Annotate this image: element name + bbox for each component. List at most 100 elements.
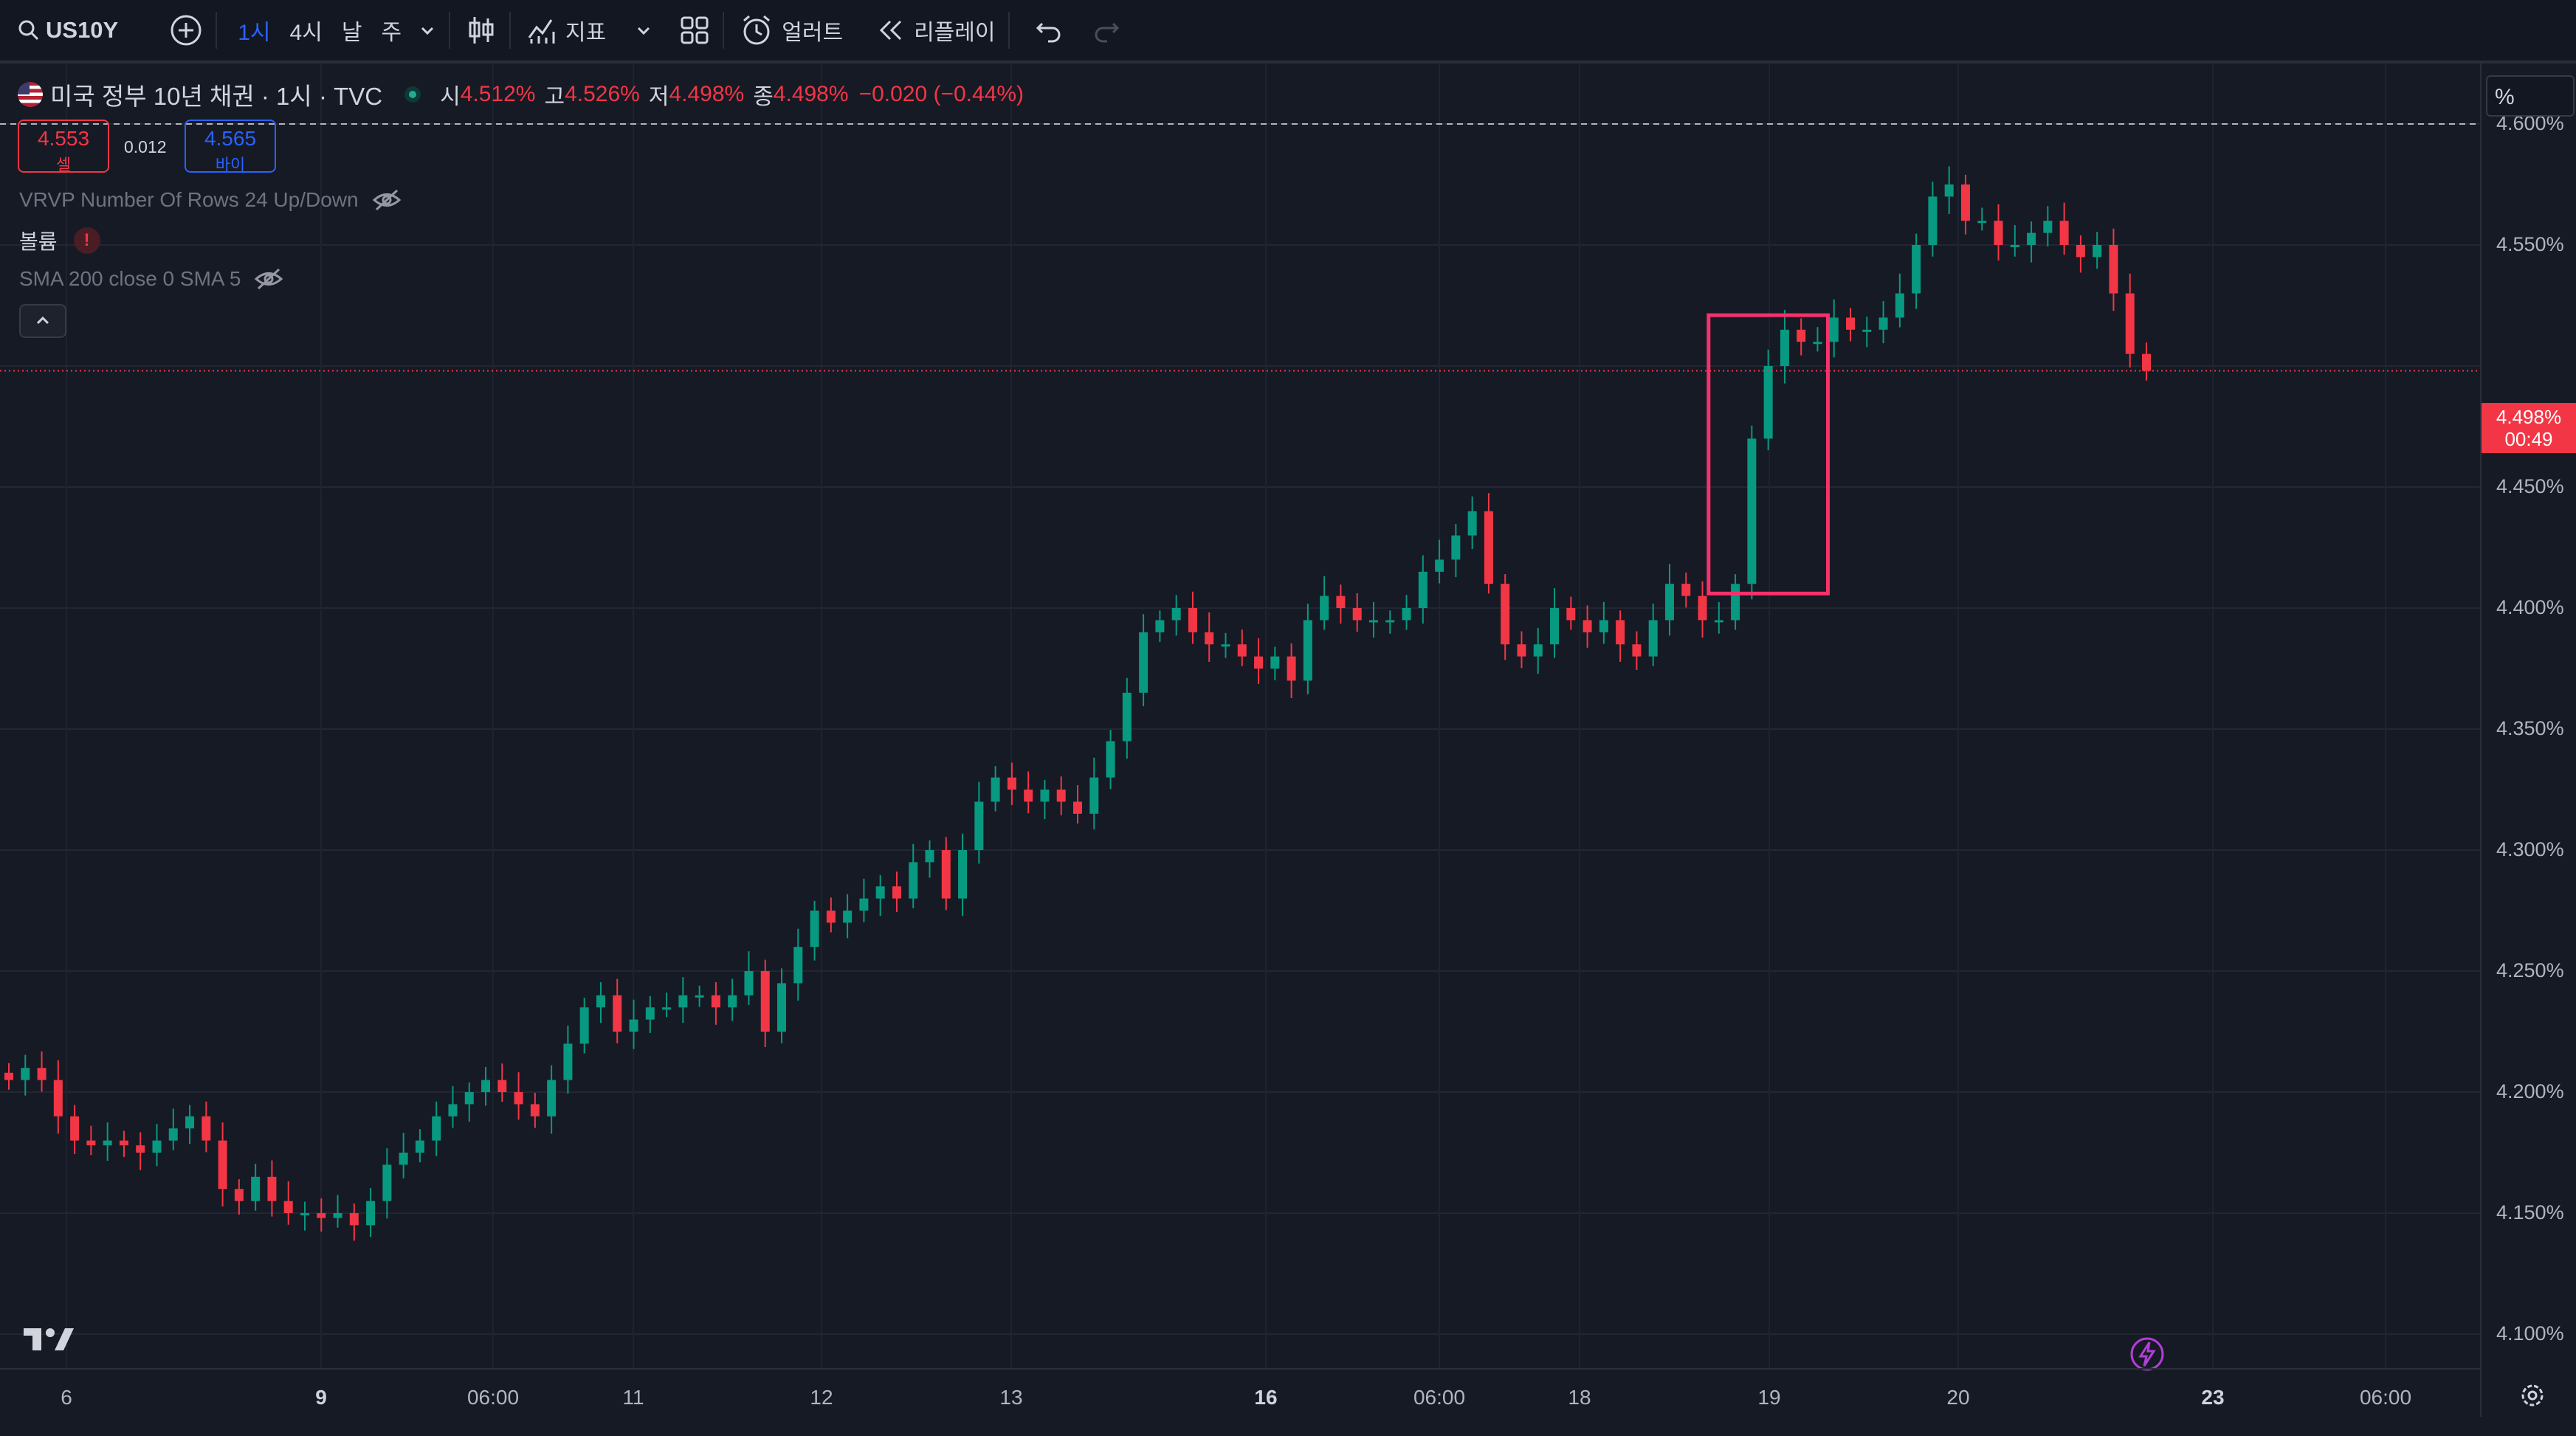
tradingview-logo-icon — [24, 1328, 74, 1350]
indicators-dropdown[interactable] — [636, 0, 652, 61]
chart-pane[interactable] — [0, 63, 2480, 1417]
candle-body — [1205, 632, 1214, 645]
replay-button[interactable]: 리플레이 — [877, 0, 995, 61]
collapse-legend-button[interactable] — [19, 304, 66, 338]
open-value: 4.512% — [460, 82, 536, 106]
candle-body — [1829, 317, 1839, 342]
buy-label: 바이 — [215, 156, 246, 174]
undo-button[interactable] — [1035, 0, 1063, 61]
highlight-rectangle[interactable] — [1707, 313, 1830, 596]
candle-body — [168, 1128, 178, 1141]
candle-body — [1287, 656, 1296, 681]
candle-body — [1747, 438, 1757, 584]
candle-body — [1912, 245, 1921, 294]
candle-body — [21, 1068, 30, 1080]
candle-body — [744, 971, 754, 995]
interval-dropdown[interactable] — [419, 0, 435, 61]
tradingview-logo[interactable] — [22, 1325, 75, 1359]
toolbar-divider — [216, 12, 218, 49]
time-axis[interactable] — [0, 1368, 2480, 1436]
redo-button[interactable] — [1092, 0, 1120, 61]
candle-body — [349, 1213, 359, 1226]
candle-body — [1402, 608, 1411, 621]
eye-hidden-icon[interactable] — [372, 189, 402, 211]
add-circle-icon — [171, 15, 202, 46]
candle-body — [1994, 221, 2003, 245]
alert-button[interactable]: 얼러트 — [740, 0, 843, 61]
layouts-button[interactable] — [680, 0, 709, 61]
candle-body — [875, 886, 885, 899]
candle-body — [1188, 608, 1197, 632]
candle-body — [1664, 584, 1674, 621]
candle-body — [1336, 596, 1346, 608]
candle-body — [1944, 184, 1954, 197]
high-label: 고 — [544, 85, 565, 109]
candle-body — [1714, 620, 1723, 623]
chevron-down-icon — [638, 27, 650, 35]
rewind-icon — [879, 20, 902, 41]
lightning-button[interactable] — [2129, 1336, 2166, 1376]
candle-body — [1451, 535, 1461, 560]
sell-price: 4.553 — [37, 127, 90, 150]
chart-settings-button[interactable] — [2517, 1380, 2548, 1415]
candle-body — [1616, 620, 1625, 645]
time-tick-label: 13 — [999, 1386, 1023, 1409]
candle-body — [481, 1080, 491, 1092]
candle-body — [909, 862, 918, 899]
buy-price: 4.565 — [204, 127, 257, 150]
alert-label: 얼러트 — [782, 21, 844, 45]
symbol-title[interactable]: 미국 정부 10년 채권 · 1시 · TVC — [50, 83, 383, 110]
candle-body — [514, 1092, 523, 1105]
candle-body — [202, 1116, 211, 1141]
spread-value: 0.012 — [124, 137, 167, 156]
candle-body — [2076, 245, 2085, 258]
time-tick-label: 9 — [315, 1386, 327, 1409]
indicators-button[interactable]: 지표 — [527, 0, 606, 61]
toolbar-divider — [509, 12, 512, 49]
interval-week[interactable]: 주 — [381, 0, 402, 61]
candle-body — [1237, 644, 1247, 657]
price-tick-label: 4.550% — [2496, 233, 2564, 255]
eye-hidden-icon[interactable] — [254, 268, 283, 290]
price-tick-label: 4.350% — [2496, 717, 2564, 739]
error-icon[interactable]: ! — [73, 227, 100, 254]
indicator-volume[interactable]: 볼륨 ! — [19, 226, 100, 255]
time-tick-label: 06:00 — [1413, 1386, 1466, 1409]
indicators-label: 지표 — [565, 21, 607, 45]
interval-day[interactable]: 날 — [342, 0, 362, 61]
indicator-sma[interactable]: SMA 200 close 0 SMA 5 — [19, 267, 283, 291]
price-axis[interactable]: 4.600% 4.550% 4.450% 4.400% 4.350% 4.300% 4.25… — [2480, 63, 2576, 1417]
candle-body — [547, 1080, 557, 1116]
symbol-search[interactable]: US10Y — [18, 0, 118, 61]
change-value: −0.020 (−0.44%) — [858, 82, 1024, 106]
candle-body — [1254, 656, 1264, 669]
indicator-vrvp[interactable]: VRVP Number Of Rows 24 Up/Down — [19, 188, 402, 212]
interval-4h[interactable]: 4시 — [290, 0, 323, 61]
candles-icon — [469, 17, 494, 44]
toolbar-divider — [723, 12, 725, 49]
candle-body — [432, 1116, 441, 1141]
candle-body — [152, 1140, 162, 1153]
candle-body — [1320, 596, 1329, 621]
interval-4h-label: 4시 — [289, 21, 323, 45]
candlestick-chart[interactable] — [0, 63, 2480, 1368]
last-price-label: 4.498% 00:49 — [2482, 403, 2576, 453]
candle-body — [859, 898, 869, 911]
buy-button[interactable]: 4.565 바이 — [185, 120, 276, 174]
candle-body — [563, 1043, 573, 1080]
indicator-sma-label: SMA 200 close 0 SMA 5 — [19, 267, 241, 290]
sell-button[interactable]: 4.553 셀 — [18, 120, 109, 174]
market-status-icon — [404, 86, 421, 103]
candle-body — [530, 1104, 540, 1116]
interval-1h[interactable]: 1시 — [238, 0, 270, 61]
candle-body — [1780, 329, 1789, 366]
percent-scale-button[interactable]: % — [2486, 75, 2575, 117]
candle-body — [1813, 342, 1822, 345]
candle-body — [941, 850, 951, 899]
candle-body — [1056, 790, 1066, 802]
candle-body — [579, 1007, 589, 1044]
chart-type-button[interactable] — [466, 0, 496, 61]
compare-button[interactable] — [170, 0, 202, 61]
candle-body — [711, 995, 720, 1008]
candle-body — [119, 1140, 128, 1146]
